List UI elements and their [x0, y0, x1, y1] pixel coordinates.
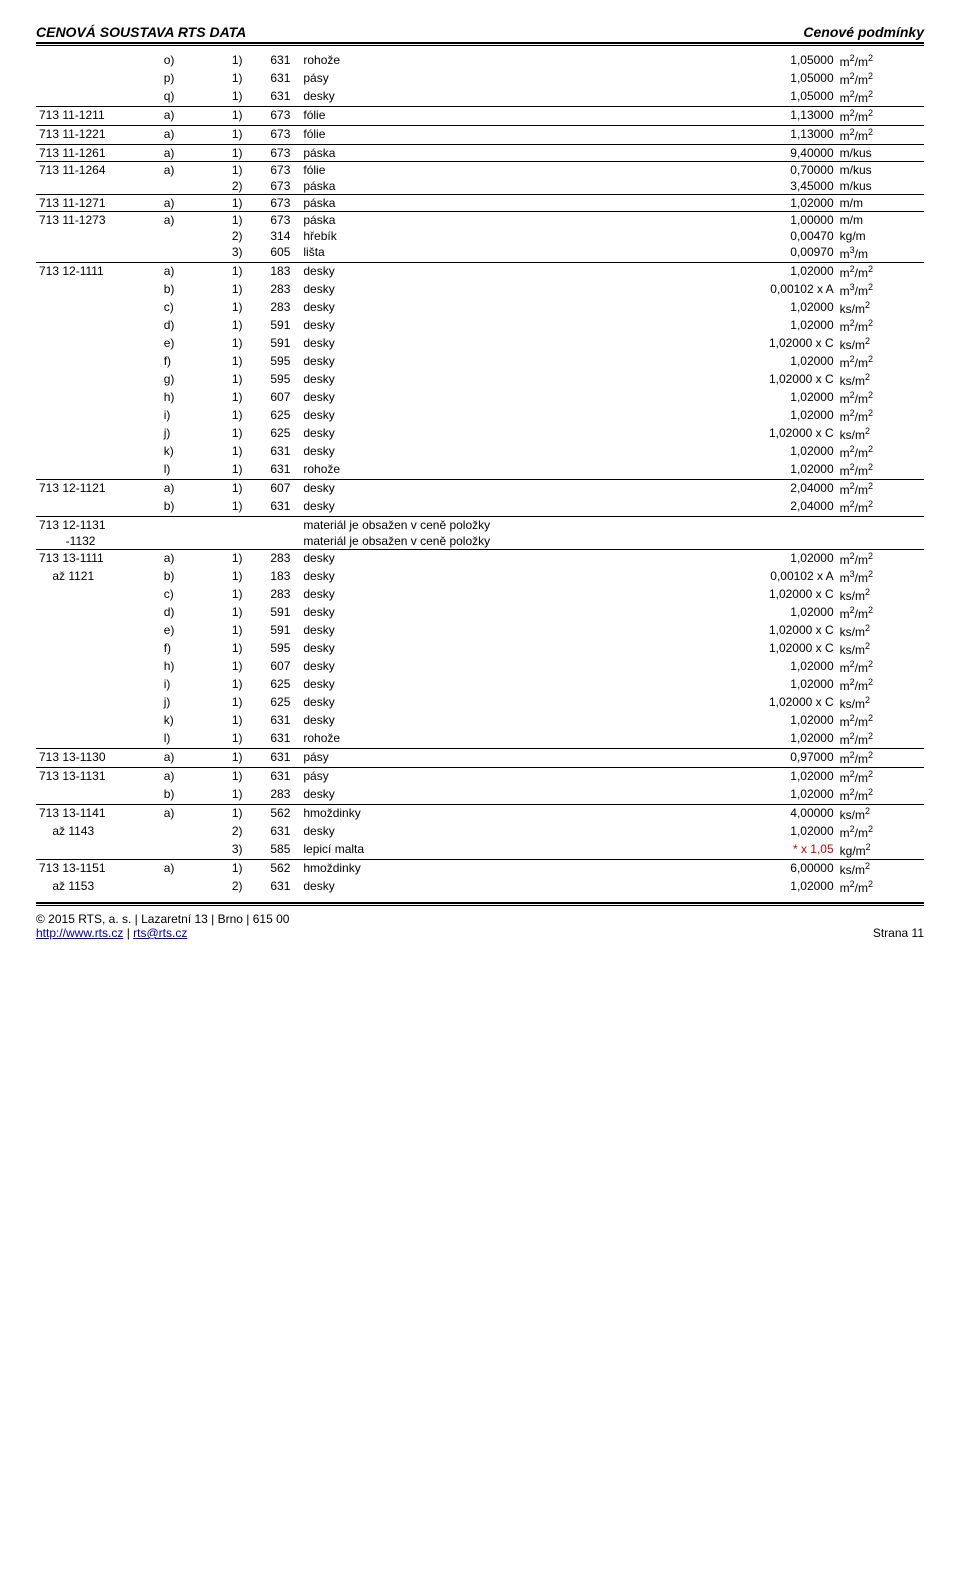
table-row: 713 11-1211a)1)673fólie1,13000m2/m2: [36, 107, 924, 126]
footer-email[interactable]: rts@rts.cz: [133, 926, 187, 940]
header-rule: [36, 42, 924, 46]
price-table: o)1)631rohože1,05000m2/m2p)1)631pásy1,05…: [36, 52, 924, 896]
table-row: 713 13-1130a)1)631pásy0,97000m2/m2: [36, 749, 924, 768]
table-row: 713 12-1111a)1)183desky1,02000m2/m2: [36, 263, 924, 282]
table-row: d)1)591desky1,02000m2/m2: [36, 604, 924, 622]
table-row: 713 12-1121a)1)607desky2,04000m2/m2: [36, 480, 924, 499]
table-row: 2)314hřebík0,00470kg/m: [36, 228, 924, 244]
footer-copyright: © 2015 RTS, a. s. | Lazaretní 13 | Brno …: [36, 912, 289, 926]
table-row: 713 13-1141a)1)562hmoždinky4,00000ks/m2: [36, 805, 924, 824]
header-right: Cenové podmínky: [803, 24, 924, 40]
footer-page: Strana 11: [873, 926, 924, 940]
footer-links: http://www.rts.cz | rts@rts.cz: [36, 926, 289, 940]
table-row: 713 11-1261a)1)673páska9,40000m/kus: [36, 145, 924, 162]
table-row: 3)585lepicí malta* x 1,05kg/m2: [36, 841, 924, 860]
table-row: 713 13-1151a)1)562hmoždinky6,00000ks/m2: [36, 860, 924, 879]
table-row: c)1)283desky1,02000 x Cks/m2: [36, 586, 924, 604]
table-row: 2)673páska3,45000m/kus: [36, 178, 924, 195]
table-row: g)1)595desky1,02000 x Cks/m2: [36, 371, 924, 389]
table-row: i)1)625desky1,02000m2/m2: [36, 676, 924, 694]
page-header: CENOVÁ SOUSTAVA RTS DATA Cenové podmínky: [36, 24, 924, 40]
table-row: c)1)283desky1,02000ks/m2: [36, 299, 924, 317]
table-row: -1132materiál je obsažen v ceně položky: [36, 533, 924, 550]
table-row: p)1)631pásy1,05000m2/m2: [36, 70, 924, 88]
table-row: f)1)595desky1,02000 x Cks/m2: [36, 640, 924, 658]
table-row: d)1)591desky1,02000m2/m2: [36, 317, 924, 335]
table-row: b)1)283desky1,02000m2/m2: [36, 786, 924, 805]
table-row: k)1)631desky1,02000m2/m2: [36, 712, 924, 730]
table-row: 713 11-1221a)1)673fólie1,13000m2/m2: [36, 126, 924, 145]
table-row: l)1)631rohože1,02000m2/m2: [36, 461, 924, 480]
table-row: i)1)625desky1,02000m2/m2: [36, 407, 924, 425]
table-row: j)1)625desky1,02000 x Cks/m2: [36, 425, 924, 443]
table-row: až 11532)631desky1,02000m2/m2: [36, 878, 924, 896]
table-row: k)1)631desky1,02000m2/m2: [36, 443, 924, 461]
table-row: b)1)283desky0,00102 x Am3/m2: [36, 281, 924, 299]
footer-rule: [36, 902, 924, 906]
table-row: l)1)631rohože1,02000m2/m2: [36, 730, 924, 749]
table-row: až 11432)631desky1,02000m2/m2: [36, 823, 924, 841]
table-row: 713 11-1271a)1)673páska1,02000m/m: [36, 195, 924, 212]
footer-left: © 2015 RTS, a. s. | Lazaretní 13 | Brno …: [36, 912, 289, 940]
table-row: f)1)595desky1,02000m2/m2: [36, 353, 924, 371]
table-row: až 1121b)1)183desky0,00102 x Am3/m2: [36, 568, 924, 586]
table-row: 713 11-1264a)1)673fólie0,70000m/kus: [36, 162, 924, 179]
table-row: h)1)607desky1,02000m2/m2: [36, 389, 924, 407]
table-row: e)1)591desky1,02000 x Cks/m2: [36, 335, 924, 353]
table-row: o)1)631rohože1,05000m2/m2: [36, 52, 924, 70]
table-row: 713 13-1131a)1)631pásy1,02000m2/m2: [36, 768, 924, 787]
table-row: 3)605lišta0,00970m3/m: [36, 244, 924, 263]
table-row: 713 12-1131materiál je obsažen v ceně po…: [36, 517, 924, 534]
table-row: q)1)631desky1,05000m2/m2: [36, 88, 924, 107]
page-footer: © 2015 RTS, a. s. | Lazaretní 13 | Brno …: [36, 912, 924, 940]
header-left: CENOVÁ SOUSTAVA RTS DATA: [36, 24, 246, 40]
table-row: b)1)631desky2,04000m2/m2: [36, 498, 924, 517]
table-row: j)1)625desky1,02000 x Cks/m2: [36, 694, 924, 712]
footer-url[interactable]: http://www.rts.cz: [36, 926, 123, 940]
table-row: 713 13-1111a)1)283desky1,02000m2/m2: [36, 550, 924, 569]
table-row: 713 11-1273a)1)673páska1,00000m/m: [36, 212, 924, 229]
table-row: e)1)591desky1,02000 x Cks/m2: [36, 622, 924, 640]
table-row: h)1)607desky1,02000m2/m2: [36, 658, 924, 676]
